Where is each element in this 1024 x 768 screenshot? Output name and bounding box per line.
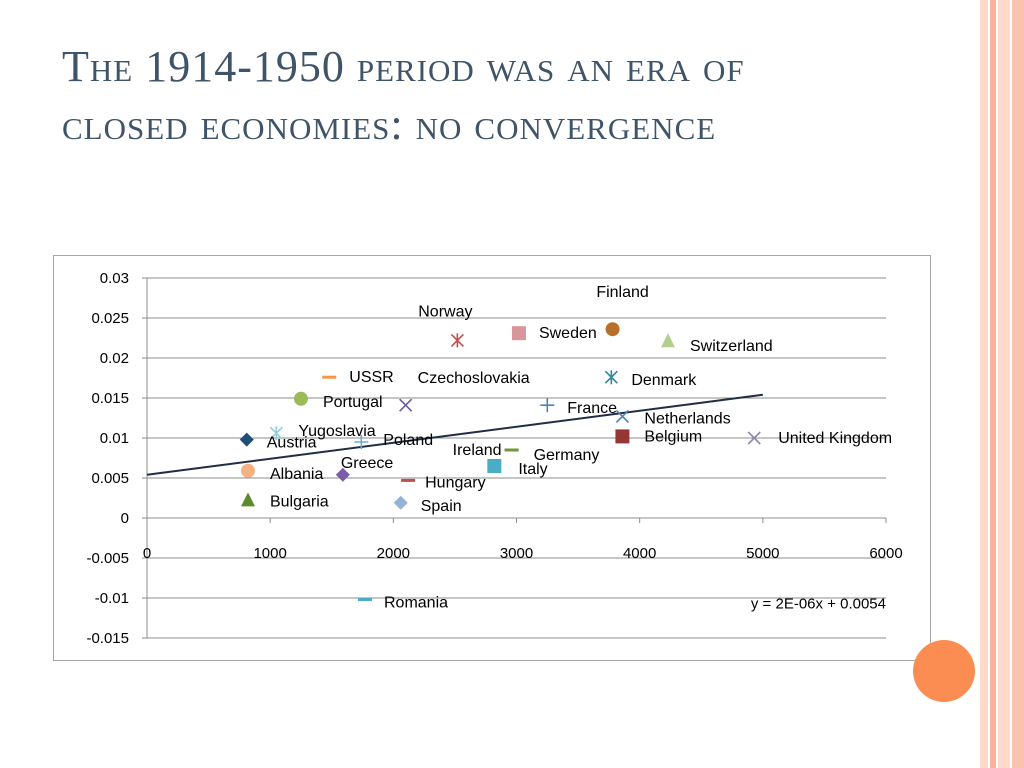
scatter-chart: 0.03 0.025 0.02 0.015 0.01 0.005 0 -0.005 -0.01 -… [86, 270, 902, 647]
x-tick-label: 4000 [623, 545, 656, 562]
point-label: USSR [349, 369, 393, 386]
stripe [990, 0, 996, 768]
y-tick-label: 0.025 [91, 310, 129, 327]
data-point [615, 409, 629, 423]
y-tick-label: 0.01 [100, 430, 129, 447]
x-tick-label: 1000 [253, 545, 286, 562]
point-label: Hungary [425, 474, 485, 491]
data-point [450, 333, 464, 348]
point-label: Portugal [323, 394, 383, 411]
point-label: Norway [418, 303, 472, 320]
trendline [146, 393, 763, 476]
data-point [540, 398, 555, 413]
stripe [980, 0, 988, 768]
chart-frame: 0.03 0.025 0.02 0.015 0.01 0.005 0 -0.005 -0.01 -… [53, 255, 931, 661]
data-point [604, 370, 618, 385]
data-point [487, 459, 502, 473]
trendline-equation: y = 2E-06x + 0.0054 [751, 595, 886, 612]
data-point [605, 322, 620, 337]
point-label: Albania [270, 466, 323, 483]
point-label: Poland [383, 432, 433, 449]
data-point [354, 435, 369, 449]
y-tick-label: 0 [121, 510, 129, 527]
point-label: Germany [534, 447, 600, 464]
point-label: France [567, 400, 617, 417]
data-point [240, 463, 255, 478]
y-tick-label: 0.015 [91, 390, 129, 407]
point-label: Spain [421, 498, 462, 515]
point-label: Belgium [644, 428, 702, 445]
title-line-1: The 1914-1950 period was an era of [62, 42, 745, 91]
stripe [1012, 0, 1024, 768]
point-label: Bulgaria [270, 493, 329, 510]
y-tick-label: -0.005 [86, 550, 129, 567]
data-point [240, 492, 255, 507]
slide-title: The 1914-1950 period was an era of close… [62, 38, 922, 154]
data-point [504, 448, 519, 452]
point-label: Netherlands [644, 410, 730, 427]
data-point [335, 467, 350, 482]
data-point [511, 326, 526, 341]
y-tick-label: 0.03 [100, 270, 129, 287]
point-label: Czechoslovakia [418, 370, 530, 387]
x-tick-label: 0 [143, 545, 151, 562]
data-point [747, 431, 761, 445]
point-label: Finland [596, 284, 648, 301]
data-point [269, 426, 283, 441]
point-label: Italy [518, 461, 547, 478]
data-point [239, 432, 254, 447]
point-label: Yugoslavia [298, 423, 375, 440]
x-tick-label: 3000 [500, 545, 533, 562]
y-tick-label: -0.015 [86, 630, 129, 647]
point-label: Austria [267, 435, 317, 452]
stripe [998, 0, 1010, 768]
data-point [358, 598, 373, 602]
decorative-circle [913, 640, 975, 702]
point-label: Ireland [453, 442, 502, 459]
point-label: Greece [341, 455, 394, 472]
data-point [322, 375, 337, 379]
data-point [401, 478, 416, 482]
x-tick-label: 6000 [869, 545, 902, 562]
title-line-2: closed economies: no convergence [62, 100, 717, 149]
decorative-stripes [980, 0, 1024, 768]
y-tick-label: -0.01 [95, 590, 129, 607]
data-point [293, 391, 308, 406]
x-tick-label: 2000 [377, 545, 410, 562]
point-label: Sweden [539, 325, 597, 342]
y-tick-label: 0.02 [100, 350, 129, 367]
data-point [393, 495, 408, 510]
point-label: United Kingdom [778, 430, 892, 447]
point-label: Romania [384, 595, 448, 612]
data-point [615, 429, 630, 444]
point-label: Switzerland [690, 338, 773, 355]
x-tick-label: 5000 [746, 545, 779, 562]
point-label: Denmark [631, 372, 697, 389]
y-tick-label: 0.005 [91, 470, 129, 487]
data-point [399, 398, 413, 412]
data-point [660, 333, 675, 348]
